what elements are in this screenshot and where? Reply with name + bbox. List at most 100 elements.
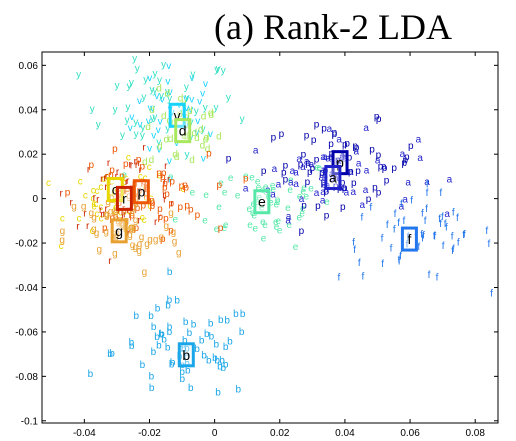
data-point: p	[168, 198, 174, 209]
data-point: c	[118, 207, 123, 218]
data-point: a	[293, 167, 299, 178]
data-point: d	[178, 94, 184, 105]
data-point: g	[130, 202, 136, 213]
data-point: v	[201, 154, 206, 165]
data-point: b	[217, 362, 223, 373]
data-point: p	[348, 167, 354, 178]
data-point: e	[222, 223, 228, 234]
data-point: v	[160, 95, 165, 106]
data-point: b	[184, 358, 190, 369]
data-point: g	[91, 224, 97, 235]
data-point: a	[320, 187, 326, 198]
data-point: e	[270, 185, 276, 196]
data-point: d	[209, 110, 215, 121]
data-point: p	[162, 178, 168, 189]
data-point: p	[123, 159, 129, 170]
data-point: a	[336, 134, 342, 145]
data-point: y	[140, 122, 145, 133]
data-point: g	[113, 231, 119, 242]
data-point: g	[89, 208, 95, 219]
data-point: e	[247, 220, 253, 231]
x-tick-label: 0.06	[400, 428, 420, 439]
data-point: g	[158, 232, 164, 243]
data-point: f	[381, 259, 384, 270]
data-point: b	[221, 363, 227, 374]
data-point: v	[157, 144, 162, 155]
data-point: f	[421, 209, 424, 220]
data-point: b	[240, 309, 246, 320]
data-point: p	[342, 183, 348, 194]
data-point: r	[162, 190, 166, 201]
data-point: e	[315, 163, 321, 174]
data-point: v	[184, 120, 189, 131]
data-point: f	[369, 202, 372, 213]
data-point: e	[288, 175, 294, 186]
y-tick-label: 0.06	[19, 61, 39, 72]
data-point: d	[156, 84, 162, 95]
data-point: p	[304, 130, 310, 141]
data-point: d	[187, 106, 193, 117]
data-point: p	[324, 186, 330, 197]
data-point: b	[169, 360, 175, 371]
data-point: e	[273, 217, 279, 228]
data-point: b	[201, 351, 207, 362]
data-point: c	[90, 226, 95, 237]
data-point: y	[141, 92, 146, 103]
data-point: a	[329, 173, 335, 184]
data-point: b	[129, 341, 135, 352]
data-point: r	[167, 174, 171, 185]
data-point: d	[201, 111, 207, 122]
class-center-box	[400, 226, 418, 252]
data-point: v	[129, 112, 134, 123]
data-point: r	[163, 195, 167, 206]
data-point: v	[168, 174, 173, 185]
data-point: g	[104, 210, 110, 221]
data-point: p	[139, 162, 145, 173]
data-point: a	[342, 153, 348, 164]
data-point: f	[436, 272, 439, 283]
data-point: e	[293, 242, 299, 253]
data-point: g	[126, 191, 132, 202]
class-center-label: r	[122, 190, 127, 206]
data-point: y	[214, 102, 219, 113]
data-point: y	[76, 70, 81, 81]
data-point: v	[194, 127, 199, 138]
data-point: f	[410, 196, 413, 207]
data-point: a	[416, 134, 422, 145]
data-point: a	[328, 152, 334, 163]
data-point: d	[172, 150, 178, 161]
data-point: p	[384, 176, 390, 187]
class-center-label: p	[336, 155, 344, 171]
data-point: y	[135, 64, 140, 75]
data-point: r	[108, 182, 112, 193]
data-point: a	[333, 173, 339, 184]
data-point: a	[286, 211, 292, 222]
data-point: e	[262, 220, 268, 231]
data-point: e	[297, 192, 303, 203]
data-point: p	[347, 152, 353, 163]
data-point: p	[116, 198, 122, 209]
data-point: c	[46, 178, 51, 189]
data-point: b	[187, 328, 193, 339]
data-point: e	[235, 191, 241, 202]
data-point: e	[256, 192, 262, 203]
data-point: c	[147, 162, 152, 173]
data-point: g	[131, 223, 137, 234]
data-point: g	[136, 246, 142, 257]
data-point: b	[206, 356, 212, 367]
data-point: y	[221, 65, 226, 76]
data-point: f	[462, 230, 465, 241]
data-point: e	[247, 204, 253, 215]
data-point: c	[59, 241, 64, 252]
data-point: p	[355, 166, 361, 177]
data-point: b	[133, 311, 139, 322]
data-point: p	[149, 195, 155, 206]
data-point: p	[307, 167, 313, 178]
data-point: f	[452, 244, 455, 255]
data-point: y	[132, 54, 137, 65]
data-point: d	[157, 142, 163, 153]
class-center-box	[174, 118, 192, 144]
data-point: r	[100, 210, 104, 221]
data-point: b	[179, 367, 185, 378]
class-center-box	[324, 165, 342, 191]
